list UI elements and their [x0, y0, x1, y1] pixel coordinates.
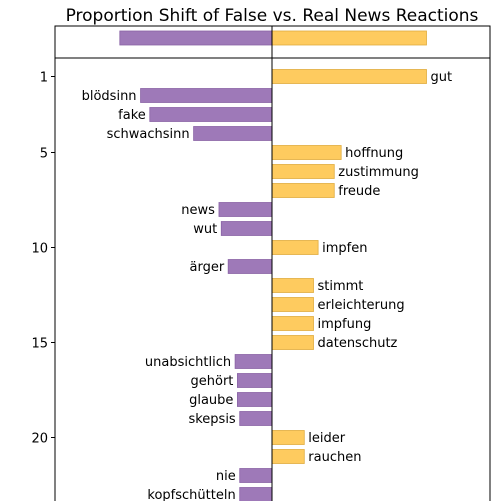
word-label: stimmt [318, 279, 364, 294]
word-label: gut [431, 70, 453, 85]
word-bar [271, 316, 314, 331]
word-bar [149, 107, 273, 122]
summary-bar-real [271, 30, 427, 46]
word-bar [271, 69, 427, 84]
chart-title: Proportion Shift of False vs. Real News … [66, 6, 479, 26]
word-label: unabsichtlich [145, 355, 231, 370]
word-bar [271, 335, 314, 350]
word-bar [234, 354, 273, 369]
word-label: impfen [322, 241, 367, 256]
word-bar [271, 240, 319, 255]
word-label: zustimmung [338, 165, 419, 180]
word-bar [239, 411, 273, 426]
word-bar [239, 468, 273, 483]
y-tick-label: 5 [40, 147, 48, 162]
word-bar [227, 259, 273, 274]
word-bar [220, 221, 273, 236]
y-tick-label: 20 [31, 432, 48, 447]
y-tick-label: 1 [40, 71, 48, 86]
word-bar [271, 430, 305, 445]
word-bar [271, 164, 335, 179]
y-tick-label: 10 [31, 242, 48, 257]
word-bar [271, 449, 305, 464]
chart-marks: gut blödsinn fake schwachsinn hoffnung zustim… [82, 30, 453, 501]
word-bar [218, 202, 273, 217]
word-label: nie [216, 469, 236, 484]
word-label: freude [338, 184, 380, 199]
word-label: blödsinn [82, 89, 137, 104]
word-label: erleichterung [318, 298, 405, 313]
summary-bar-false [119, 30, 273, 46]
word-label: glaube [189, 393, 233, 408]
word-label: impfung [318, 317, 372, 332]
word-label: rauchen [308, 450, 361, 465]
word-label: leider [308, 431, 345, 446]
word-label: news [181, 203, 215, 218]
word-bar [237, 373, 273, 388]
word-label: skepsis [188, 412, 235, 427]
word-label: kopfschütteln [147, 488, 235, 501]
word-bar [193, 126, 273, 141]
word-bar [271, 183, 335, 198]
word-bar [239, 487, 273, 501]
word-label: schwachsinn [107, 127, 190, 142]
word-label: datenschutz [318, 336, 398, 351]
word-bar [271, 145, 342, 160]
word-bar [237, 392, 273, 407]
word-label: hoffnung [345, 146, 403, 161]
word-bar [271, 297, 314, 312]
word-bar [271, 278, 314, 293]
word-bar [140, 88, 273, 103]
y-tick-label: 15 [31, 337, 48, 352]
word-label: wut [193, 222, 217, 237]
word-label: ärger [189, 260, 224, 275]
word-label: fake [118, 108, 146, 123]
word-label: gehört [191, 374, 234, 389]
